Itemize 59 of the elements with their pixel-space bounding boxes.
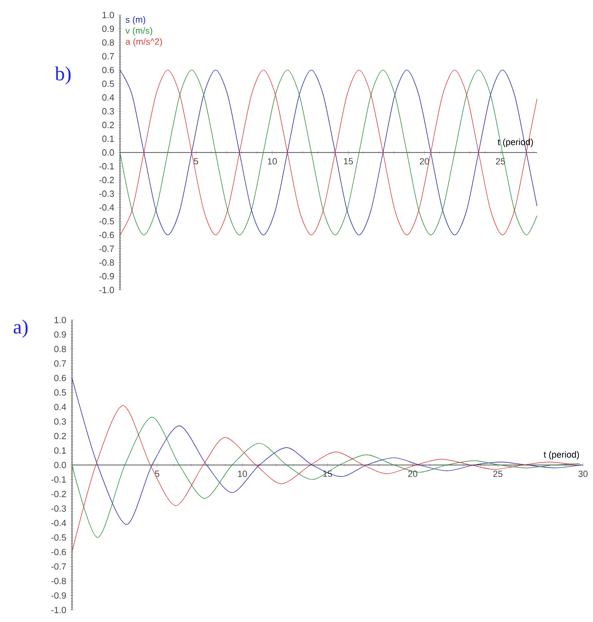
line-series	[120, 70, 538, 236]
y-tick-label: 0.9	[54, 331, 66, 338]
line-series	[72, 416, 580, 538]
y-tick-label: 0.2	[102, 122, 114, 128]
y-tick-label: -0.2	[99, 176, 114, 184]
text: a (m/s^2)	[126, 38, 162, 47]
y-tick-label: 0.3	[102, 108, 114, 114]
y-tick-label: 0.4	[102, 94, 114, 101]
y-tick-label: -0.2	[51, 490, 66, 498]
y-tick-label: -0.6	[51, 548, 66, 556]
y-tick-label: -0.4	[99, 204, 114, 211]
y-tick-label: -0.3	[51, 505, 66, 512]
y-tick-label: -1.0	[51, 606, 66, 614]
y-tick-label: 0.6	[102, 66, 114, 74]
y-tick-label: -0.8	[51, 578, 66, 584]
y-tick-label: 0.0	[54, 462, 66, 468]
x-tick-label: 25	[493, 470, 502, 477]
y-tick-label: 0.8	[54, 346, 66, 352]
x-tick-label: 15	[344, 158, 353, 164]
y-tick-label: 1.0	[54, 316, 66, 324]
x-tick-label: 5	[194, 158, 198, 164]
x-tick-label: 20	[408, 470, 418, 477]
y-tick-label: 0.5	[54, 389, 66, 396]
y-tick-label: -0.9	[99, 273, 114, 280]
x-axis-title: t (period)	[544, 451, 579, 460]
x-tick-label: 20	[420, 158, 430, 164]
y-tick-label: 0.2	[54, 432, 66, 440]
y-tick-label: -0.7	[99, 246, 114, 252]
y-tick-label: 0.5	[102, 80, 114, 87]
y-tick-label: 0.4	[54, 404, 66, 410]
x-tick-label: 30	[578, 470, 588, 477]
y-tick-label: -0.9	[51, 592, 66, 599]
y-tick-label: 0.1	[54, 447, 66, 454]
y-tick-label: 0.7	[102, 53, 114, 60]
y-tick-label: 0.3	[54, 418, 66, 425]
y-tick-label: 0.0	[102, 149, 114, 156]
y-tick-label: -0.3	[99, 190, 114, 197]
y-tick-label: -0.5	[99, 218, 114, 224]
y-tick-label: -0.6	[99, 232, 114, 238]
text: a)	[14, 320, 28, 338]
text: b)	[54, 66, 71, 85]
x-tick-label: 10	[238, 470, 247, 477]
y-tick-label: -0.1	[51, 476, 66, 483]
y-tick-label: 0.9	[102, 26, 114, 32]
x-tick-label: 10	[268, 158, 277, 164]
y-tick-label: -0.1	[99, 163, 114, 170]
y-tick-label: 0.7	[54, 360, 66, 367]
y-tick-label: -0.5	[51, 534, 66, 541]
y-tick-label: 0.1	[102, 136, 114, 142]
y-tick-label: 1.0	[102, 12, 114, 18]
y-tick-label: -0.8	[99, 259, 114, 266]
text: s (m)	[126, 16, 146, 25]
y-tick-label: 0.8	[102, 39, 114, 46]
y-tick-label: -0.7	[51, 563, 66, 570]
text: v (m/s)	[125, 27, 152, 36]
y-tick-label: -0.4	[51, 520, 66, 526]
y-tick-label: -1.0	[99, 286, 114, 294]
x-tick-label: 5	[155, 470, 160, 477]
y-tick-label: 0.6	[54, 374, 66, 382]
